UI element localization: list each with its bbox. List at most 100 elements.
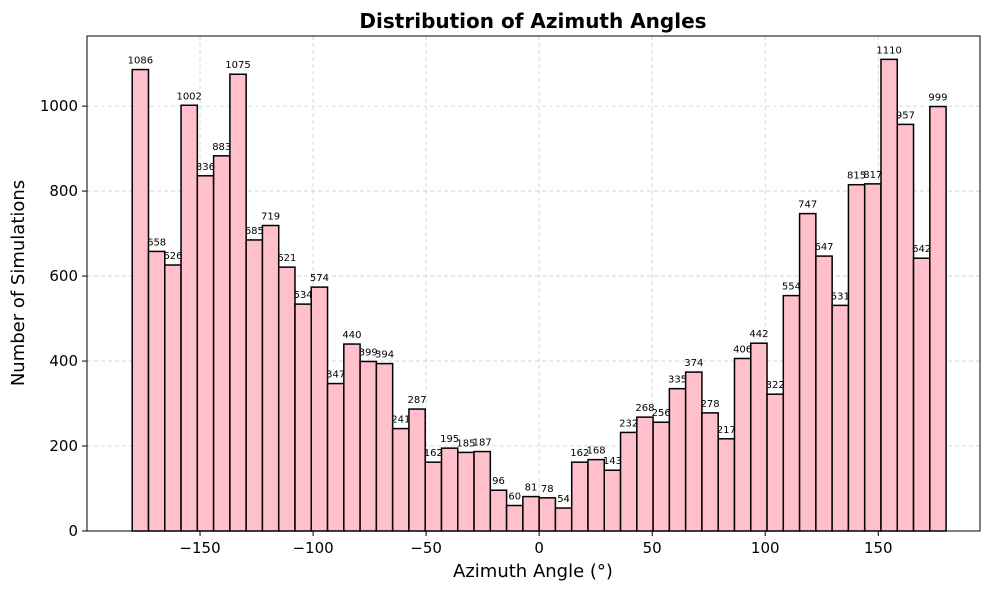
bar-value-label: 685	[245, 226, 264, 237]
bar-labels-layer: 1086 658 626 1002 836 883 1075 685 719 621 534 574 3…	[128, 45, 948, 505]
histogram-bar	[636, 416, 654, 532]
bar-value-label: 217	[717, 425, 736, 436]
bar-value-label: 440	[342, 330, 361, 341]
histogram-bar	[147, 250, 166, 532]
histogram-bar	[896, 123, 915, 532]
bar-value-label: 81	[525, 483, 538, 494]
y-axis-label: Number of Simulations	[8, 180, 29, 386]
histogram-bar	[440, 447, 459, 532]
histogram-bar	[359, 360, 378, 532]
bar-value-label: 322	[766, 380, 785, 391]
histogram-bar	[831, 304, 850, 532]
histogram-bar	[505, 504, 524, 532]
histogram-bar	[277, 266, 296, 532]
histogram-bar	[343, 343, 361, 532]
histogram-bar	[554, 507, 573, 532]
histogram-bar	[164, 264, 182, 532]
histogram-bar	[587, 458, 606, 532]
bar-value-label: 647	[814, 242, 833, 253]
histogram-bar	[652, 421, 671, 532]
bar-value-label: 719	[261, 212, 280, 223]
bar-value-label: 168	[587, 446, 606, 457]
bar-value-label: 399	[359, 347, 378, 358]
histogram-bar	[912, 257, 931, 532]
histogram-bar	[294, 303, 313, 532]
bar-value-label: 406	[733, 344, 752, 355]
histogram-bar	[424, 461, 443, 532]
bar-value-label: 143	[603, 456, 622, 467]
bar-value-label: 162	[570, 448, 589, 459]
histogram-bar	[929, 105, 947, 532]
bar-value-label: 185	[456, 438, 475, 449]
x-tick-label: −100	[292, 539, 333, 557]
bar-value-label: 287	[408, 395, 427, 406]
histogram-bar	[733, 357, 752, 532]
bar-value-label: 442	[749, 329, 768, 340]
x-axis: −150 −100 −50 0 50 100 150	[179, 531, 893, 557]
histogram-bar	[310, 286, 329, 532]
x-tick-label: 50	[643, 539, 662, 557]
bar-value-label: 162	[424, 448, 443, 459]
histogram-bar	[261, 224, 280, 532]
y-tick-label: 0	[68, 522, 78, 540]
histogram-bar	[326, 382, 345, 532]
bar-value-label: 836	[196, 162, 215, 173]
histogram-bar	[798, 212, 817, 532]
bar-value-label: 999	[928, 93, 947, 104]
x-axis-label: Azimuth Angle (°)	[453, 561, 613, 582]
histogram-bar	[245, 239, 264, 532]
histogram-bar	[701, 412, 719, 532]
histogram-bar	[473, 450, 492, 532]
histogram-bar	[619, 431, 638, 532]
bar-value-label: 347	[326, 370, 345, 381]
histogram-bar	[196, 175, 215, 532]
bar-value-label: 883	[212, 142, 231, 153]
bars-layer	[131, 58, 947, 532]
chart-title: Distribution of Azimuth Angles	[359, 9, 706, 33]
bar-value-label: 815	[847, 171, 866, 182]
y-tick-label: 200	[49, 437, 78, 455]
x-tick-label: 150	[864, 539, 893, 557]
bar-value-label: 554	[782, 282, 801, 293]
histogram-bar	[684, 371, 703, 532]
histogram-bar	[489, 489, 508, 532]
bar-value-label: 574	[310, 273, 329, 284]
histogram-bar	[750, 342, 768, 532]
bar-value-label: 96	[492, 476, 505, 487]
bar-value-label: 256	[652, 408, 671, 419]
histogram-bar	[212, 155, 231, 532]
y-tick-label: 600	[49, 267, 78, 285]
bar-value-label: 241	[391, 415, 410, 426]
bar-value-label: 642	[912, 244, 931, 255]
histogram-bar	[782, 294, 801, 532]
bar-value-label: 1086	[128, 56, 153, 67]
y-tick-label: 400	[49, 352, 78, 370]
histogram-bar	[815, 255, 833, 532]
bar-value-label: 621	[277, 253, 296, 264]
histogram-bar	[229, 73, 247, 532]
histogram-bar	[538, 497, 557, 532]
bar-value-label: 531	[831, 291, 850, 302]
bar-value-label: 394	[375, 350, 394, 361]
histogram-bar	[375, 362, 394, 532]
bar-value-label: 957	[896, 110, 915, 121]
bar-value-label: 268	[635, 403, 654, 414]
histogram-bar	[391, 427, 410, 532]
histogram-bar	[847, 183, 866, 532]
bar-value-label: 1110	[876, 45, 901, 56]
bar-value-label: 232	[619, 418, 638, 429]
bar-value-label: 817	[863, 170, 882, 181]
histogram-bar	[603, 469, 622, 532]
bar-value-label: 1075	[225, 60, 250, 71]
histogram-bar	[668, 387, 687, 532]
histogram-bar	[863, 183, 882, 532]
bar-value-label: 626	[163, 251, 182, 262]
histogram-bar	[717, 438, 736, 532]
histogram-bar	[522, 495, 540, 532]
x-tick-label: 0	[534, 539, 544, 557]
histogram-bar	[570, 461, 589, 532]
bar-value-label: 1002	[176, 91, 201, 102]
y-axis: 0 200 400 600 800 1000	[40, 97, 87, 540]
bar-value-label: 78	[541, 484, 554, 495]
